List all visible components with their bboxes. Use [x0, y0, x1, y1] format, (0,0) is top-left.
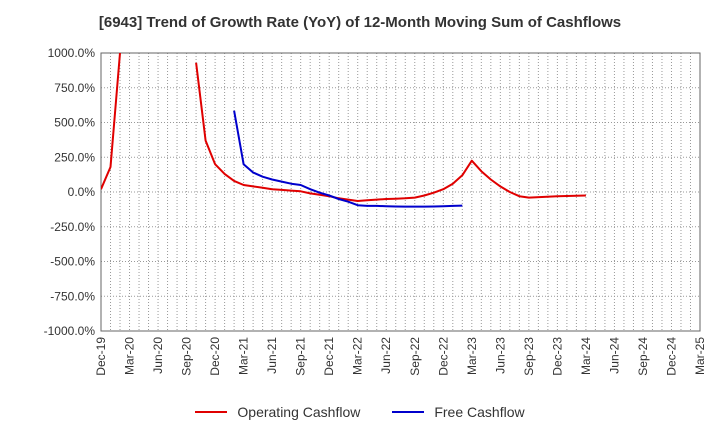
legend-label-free-cashflow: Free Cashflow — [434, 404, 525, 420]
x-tick-label: Mar-25 — [693, 337, 707, 375]
legend-label-operating-cashflow: Operating Cashflow — [237, 404, 361, 420]
x-tick-label: Sep-21 — [294, 337, 308, 376]
chart-title: [6943] Trend of Growth Rate (YoY) of 12-… — [98, 14, 622, 31]
legend-item-operating-cashflow: Operating Cashflow — [195, 404, 360, 420]
x-tick-label: Sep-22 — [408, 337, 422, 376]
legend-item-free-cashflow: Free Cashflow — [392, 404, 525, 420]
y-tick-label: 250.0% — [54, 150, 95, 164]
x-tick-label: Jun-21 — [265, 337, 279, 374]
x-tick-label: Dec-23 — [550, 337, 564, 376]
x-tick-label: Dec-22 — [436, 337, 450, 376]
legend: Operating Cashflow Free Cashflow — [0, 404, 720, 420]
series-line-free-cashflow — [233, 110, 463, 208]
x-tick-label: Sep-23 — [522, 337, 536, 376]
y-tick-label: -500.0% — [50, 255, 95, 269]
y-tick-label: 0.0% — [68, 185, 96, 199]
x-tick-label: Jun-20 — [151, 337, 165, 374]
x-tick-label: Mar-22 — [351, 337, 365, 375]
y-tick-label: 1000.0% — [48, 46, 96, 60]
x-tick-label: Mar-24 — [579, 337, 593, 375]
y-tick-label: 500.0% — [54, 116, 95, 130]
y-tick-label: 750.0% — [54, 81, 95, 95]
x-tick-label: Sep-20 — [180, 337, 194, 376]
x-tick-label: Jun-23 — [493, 337, 507, 374]
series-line-operating-cashflow — [101, 53, 586, 202]
y-tick-label: -1000.0% — [44, 324, 96, 338]
x-tick-label: Mar-20 — [123, 337, 137, 375]
y-tick-label: -250.0% — [50, 220, 95, 234]
plot-frame — [100, 52, 701, 332]
x-tick-label: Dec-20 — [208, 337, 222, 376]
x-tick-label: Jun-24 — [607, 337, 621, 374]
x-tick-label: Sep-24 — [636, 337, 650, 376]
x-tick-label: Jun-22 — [379, 337, 393, 374]
x-tick-label: Dec-19 — [94, 337, 108, 376]
x-tick-label: Mar-23 — [465, 337, 479, 375]
x-tick-label: Dec-24 — [664, 337, 678, 376]
legend-swatch-free-cashflow — [392, 411, 425, 413]
legend-swatch-operating-cashflow — [195, 411, 228, 413]
x-tick-label: Mar-21 — [237, 337, 251, 375]
y-tick-label: -750.0% — [50, 289, 95, 303]
x-tick-label: Dec-21 — [322, 337, 336, 376]
